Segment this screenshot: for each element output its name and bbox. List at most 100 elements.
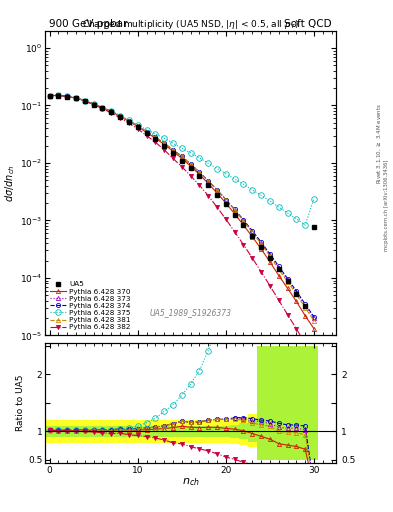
- Pythia 6.428 370: [56, 92, 61, 98]
- Pythia 6.428 375: [109, 109, 114, 115]
- UA5: [259, 244, 263, 250]
- Pythia 6.428 374: [171, 146, 175, 153]
- Pythia 6.428 374: [276, 263, 281, 269]
- Pythia 6.428 374: [135, 123, 140, 129]
- Y-axis label: Ratio to UA5: Ratio to UA5: [16, 375, 25, 432]
- Pythia 6.428 382: [127, 120, 131, 126]
- Pythia 6.428 373: [312, 315, 316, 321]
- Pythia 6.428 375: [83, 97, 87, 103]
- Pythia 6.428 382: [91, 102, 96, 108]
- Pythia 6.428 370: [73, 95, 78, 101]
- Pythia 6.428 381: [294, 291, 299, 297]
- UA5: [294, 291, 299, 297]
- Pythia 6.428 370: [250, 233, 255, 240]
- Pythia 6.428 374: [232, 206, 237, 212]
- Pythia 6.428 373: [268, 252, 272, 258]
- Pythia 6.428 375: [180, 145, 184, 152]
- Pythia 6.428 381: [188, 161, 193, 167]
- Pythia 6.428 381: [312, 317, 316, 324]
- Pythia 6.428 375: [127, 117, 131, 123]
- Text: Soft QCD: Soft QCD: [285, 19, 332, 29]
- UA5: [241, 222, 246, 228]
- Pythia 6.428 373: [171, 146, 175, 153]
- Pythia 6.428 381: [224, 197, 228, 203]
- Pythia 6.428 374: [153, 134, 158, 140]
- Pythia 6.428 374: [268, 251, 272, 257]
- Pythia 6.428 370: [215, 190, 219, 196]
- Pythia 6.428 381: [268, 253, 272, 259]
- UA5: [224, 201, 228, 207]
- Pythia 6.428 374: [285, 275, 290, 282]
- Pythia 6.428 381: [197, 169, 202, 175]
- Pythia 6.428 373: [162, 140, 167, 146]
- Pythia 6.428 375: [65, 93, 70, 99]
- Pythia 6.428 374: [197, 169, 202, 175]
- UA5: [268, 255, 272, 261]
- Pythia 6.428 382: [250, 255, 255, 261]
- Pythia 6.428 382: [285, 311, 290, 317]
- Pythia 6.428 381: [303, 305, 308, 311]
- UA5: [73, 95, 78, 101]
- UA5: [47, 93, 52, 99]
- UA5: [188, 165, 193, 171]
- Pythia 6.428 382: [303, 340, 308, 347]
- Pythia 6.428 382: [73, 95, 78, 101]
- Pythia 6.428 370: [197, 172, 202, 178]
- Pythia 6.428 381: [171, 146, 175, 153]
- Pythia 6.428 370: [294, 298, 299, 305]
- Pythia 6.428 382: [241, 242, 246, 248]
- Pythia 6.428 374: [109, 109, 114, 115]
- Pythia 6.428 373: [215, 187, 219, 193]
- Pythia 6.428 375: [135, 122, 140, 128]
- Pythia 6.428 381: [241, 218, 246, 224]
- Pythia 6.428 374: [100, 104, 105, 111]
- Pythia 6.428 373: [224, 197, 228, 203]
- Pythia 6.428 381: [135, 123, 140, 129]
- Pythia 6.428 381: [250, 229, 255, 236]
- Pythia 6.428 373: [73, 95, 78, 101]
- Pythia 6.428 375: [215, 165, 219, 172]
- Pythia 6.428 370: [162, 141, 167, 147]
- UA5: [162, 142, 167, 148]
- Line: Pythia 6.428 375: Pythia 6.428 375: [47, 93, 317, 228]
- Pythia 6.428 382: [144, 133, 149, 139]
- UA5: [83, 98, 87, 104]
- Pythia 6.428 375: [285, 210, 290, 216]
- Pythia 6.428 373: [47, 93, 52, 99]
- Pythia 6.428 375: [73, 95, 78, 101]
- Pythia 6.428 370: [188, 163, 193, 169]
- Pythia 6.428 381: [127, 118, 131, 124]
- Pythia 6.428 373: [91, 101, 96, 107]
- Pythia 6.428 370: [259, 246, 263, 252]
- Pythia 6.428 381: [144, 129, 149, 135]
- Pythia 6.428 374: [294, 288, 299, 294]
- Pythia 6.428 374: [188, 161, 193, 167]
- Pythia 6.428 373: [276, 265, 281, 271]
- Pythia 6.428 375: [303, 222, 308, 228]
- Pythia 6.428 374: [224, 197, 228, 203]
- Text: Rivet 3.1.10, $\geq$ 3.4M events: Rivet 3.1.10, $\geq$ 3.4M events: [375, 103, 383, 184]
- Pythia 6.428 382: [206, 193, 211, 199]
- Pythia 6.428 373: [127, 118, 131, 124]
- UA5: [56, 93, 61, 99]
- UA5: [215, 191, 219, 198]
- Pythia 6.428 370: [241, 222, 246, 228]
- Pythia 6.428 370: [144, 130, 149, 136]
- Pythia 6.428 381: [259, 241, 263, 247]
- UA5: [144, 130, 149, 136]
- Line: Pythia 6.428 374: Pythia 6.428 374: [48, 93, 316, 319]
- Line: Pythia 6.428 382: Pythia 6.428 382: [48, 93, 316, 360]
- Pythia 6.428 381: [83, 98, 87, 104]
- UA5: [171, 150, 175, 156]
- Pythia 6.428 374: [118, 113, 123, 119]
- Pythia 6.428 381: [180, 153, 184, 159]
- Pythia 6.428 373: [153, 134, 158, 140]
- Pythia 6.428 375: [197, 155, 202, 161]
- Title: Charged multiplicity (UA5 NSD, $|\eta|$ < 0.5, all $p_T$): Charged multiplicity (UA5 NSD, $|\eta|$ …: [82, 17, 299, 31]
- Pythia 6.428 370: [285, 285, 290, 291]
- Pythia 6.428 373: [135, 123, 140, 129]
- Pythia 6.428 382: [188, 173, 193, 179]
- Pythia 6.428 381: [285, 279, 290, 285]
- Pythia 6.428 374: [65, 93, 70, 99]
- Pythia 6.428 381: [47, 93, 52, 99]
